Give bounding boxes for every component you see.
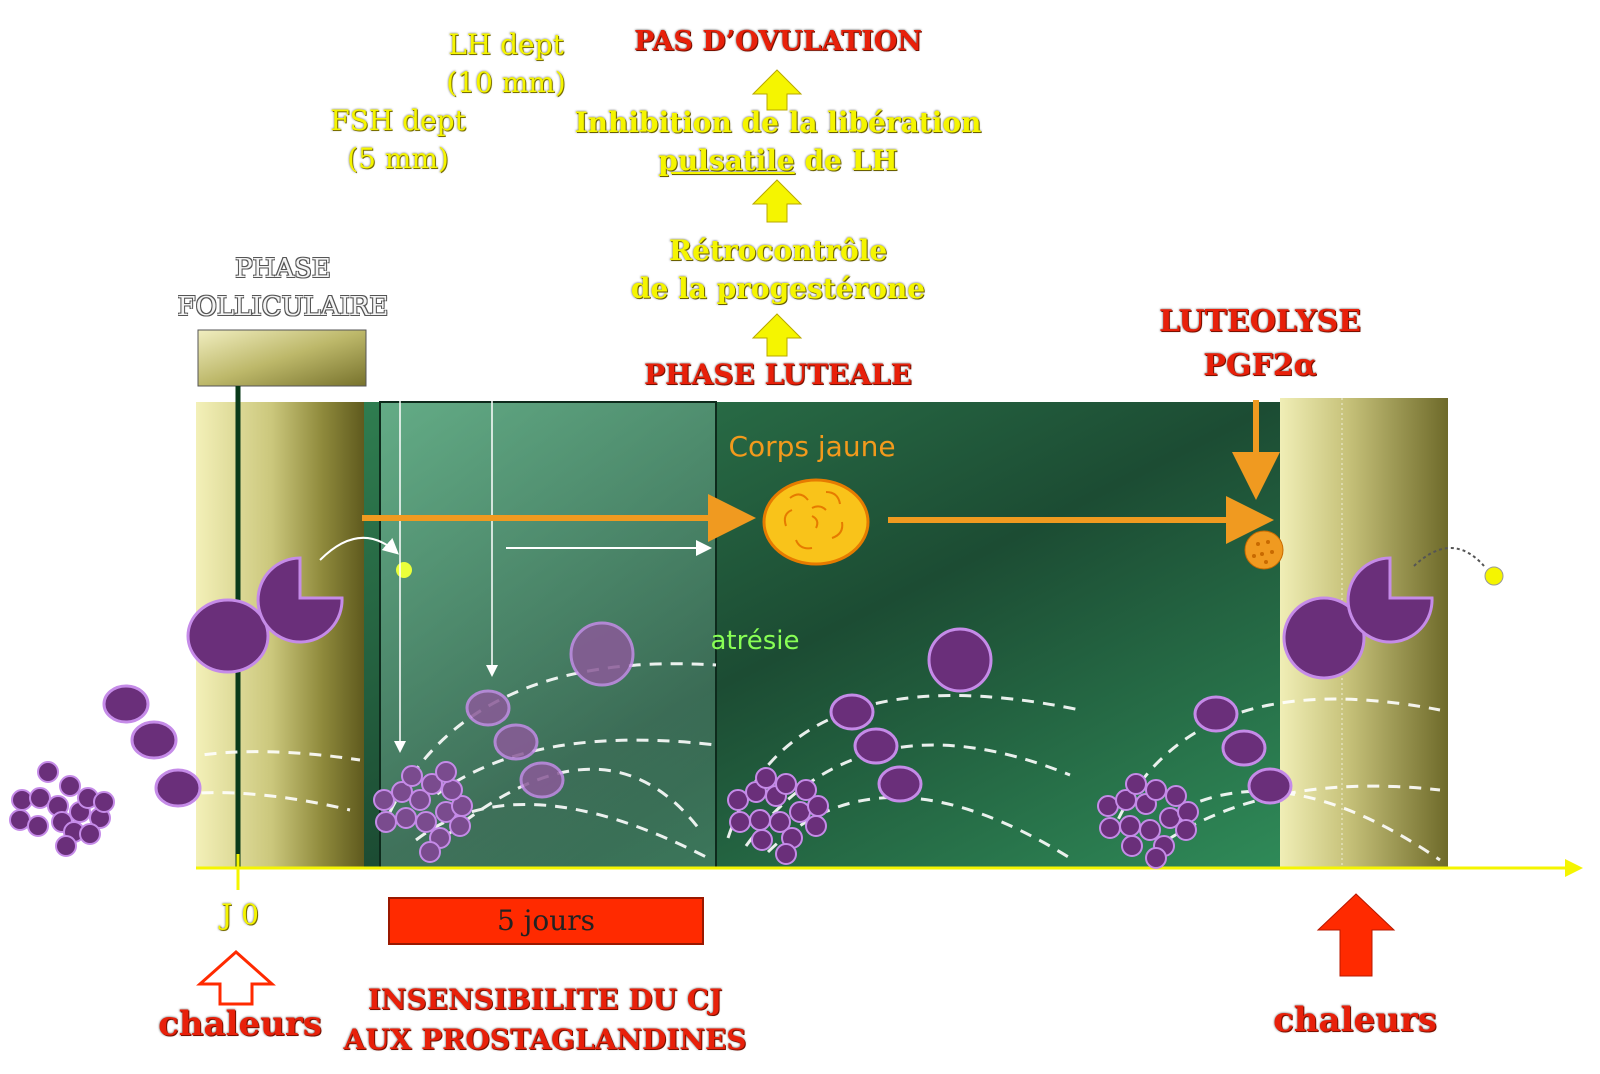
follicle-cluster-1 xyxy=(373,761,473,863)
follicular-bar xyxy=(197,329,367,387)
heat-label-right: chaleurs xyxy=(1273,1000,1437,1040)
inhibition-pulsatile: pulsatile xyxy=(658,144,795,177)
insensitivity-line-1: INSENSIBILITE DU CJ xyxy=(367,983,723,1016)
follicle-cluster-3 xyxy=(1097,773,1199,869)
follicular-phase-line-1: PHASE xyxy=(235,254,331,284)
retrocontrol-label: Rétrocontrôle de la progestérone xyxy=(600,232,956,308)
retrocontrol-line-2: de la progestérone xyxy=(630,272,926,305)
fsh-dept-label: FSH dept (5 mm) xyxy=(320,102,476,178)
ovulating-follicle-left xyxy=(256,556,344,644)
corpus-luteum-label: Corps jaune xyxy=(728,430,896,463)
ovulating-follicle-right xyxy=(1346,556,1434,644)
lh-dept-label: LH dept (10 mm) xyxy=(436,26,576,102)
oocyte-left xyxy=(396,562,412,578)
luteolysis-label: LUTEOLYSE PGF2α xyxy=(1140,300,1380,388)
five-days-bar: 5 jours xyxy=(388,897,704,945)
j0-label: J 0 xyxy=(221,898,259,931)
retrocontrol-line-1: Rétrocontrôle xyxy=(668,234,888,267)
lh-dept-line-1: LH dept xyxy=(448,28,564,61)
inhibition-de-lh: de LH xyxy=(794,144,898,177)
luteolysis-line-2: PGF2α xyxy=(1203,348,1317,383)
regressed-corpus-luteum xyxy=(1244,530,1284,570)
growing-follicles xyxy=(102,596,1366,808)
luteal-phase-label: PHASE LUTEALE xyxy=(643,358,913,391)
insensitivity-line-2: AUX PROSTAGLANDINES xyxy=(343,1023,747,1056)
lh-dept-line-2: (10 mm) xyxy=(446,66,566,99)
follicular-phase-line-2: FOLLICULAIRE xyxy=(177,292,389,322)
corpus-luteum-texture xyxy=(783,491,844,550)
follicle-cluster-2 xyxy=(727,767,829,865)
atresia-label: atrésie xyxy=(710,626,800,656)
heat-label-left: chaleurs xyxy=(158,1004,322,1044)
insensitivity-label: INSENSIBILITE DU CJ AUX PROSTAGLANDINES xyxy=(340,980,750,1060)
no-ovulation-label: PAS D’OVULATION xyxy=(634,26,922,57)
fsh-dept-line-2: (5 mm) xyxy=(347,142,449,175)
inhibition-label: Inhibition de la libération pulsatile de… xyxy=(560,104,996,180)
inhibition-line-1: Inhibition de la libération xyxy=(574,106,982,139)
inhibition-line-2: pulsatile de LH xyxy=(560,142,996,180)
heat-arrow-left-icon xyxy=(196,949,276,1006)
oocyte-right xyxy=(1484,566,1504,586)
fsh-dept-line-1: FSH dept xyxy=(330,104,466,137)
follicular-phase-label: PHASE FOLLICULAIRE xyxy=(170,250,396,326)
heat-arrow-right-icon xyxy=(1316,893,1396,977)
corpus-luteum xyxy=(762,478,870,566)
cascade-up-arrows xyxy=(751,69,803,357)
luteolysis-line-1: LUTEOLYSE xyxy=(1158,304,1362,339)
follicle-cluster-left xyxy=(9,761,115,857)
regressed-corpus-luteum-dots xyxy=(1252,540,1274,564)
atretic-follicles xyxy=(465,621,635,799)
oocyte-release-arrow-left xyxy=(319,536,399,561)
